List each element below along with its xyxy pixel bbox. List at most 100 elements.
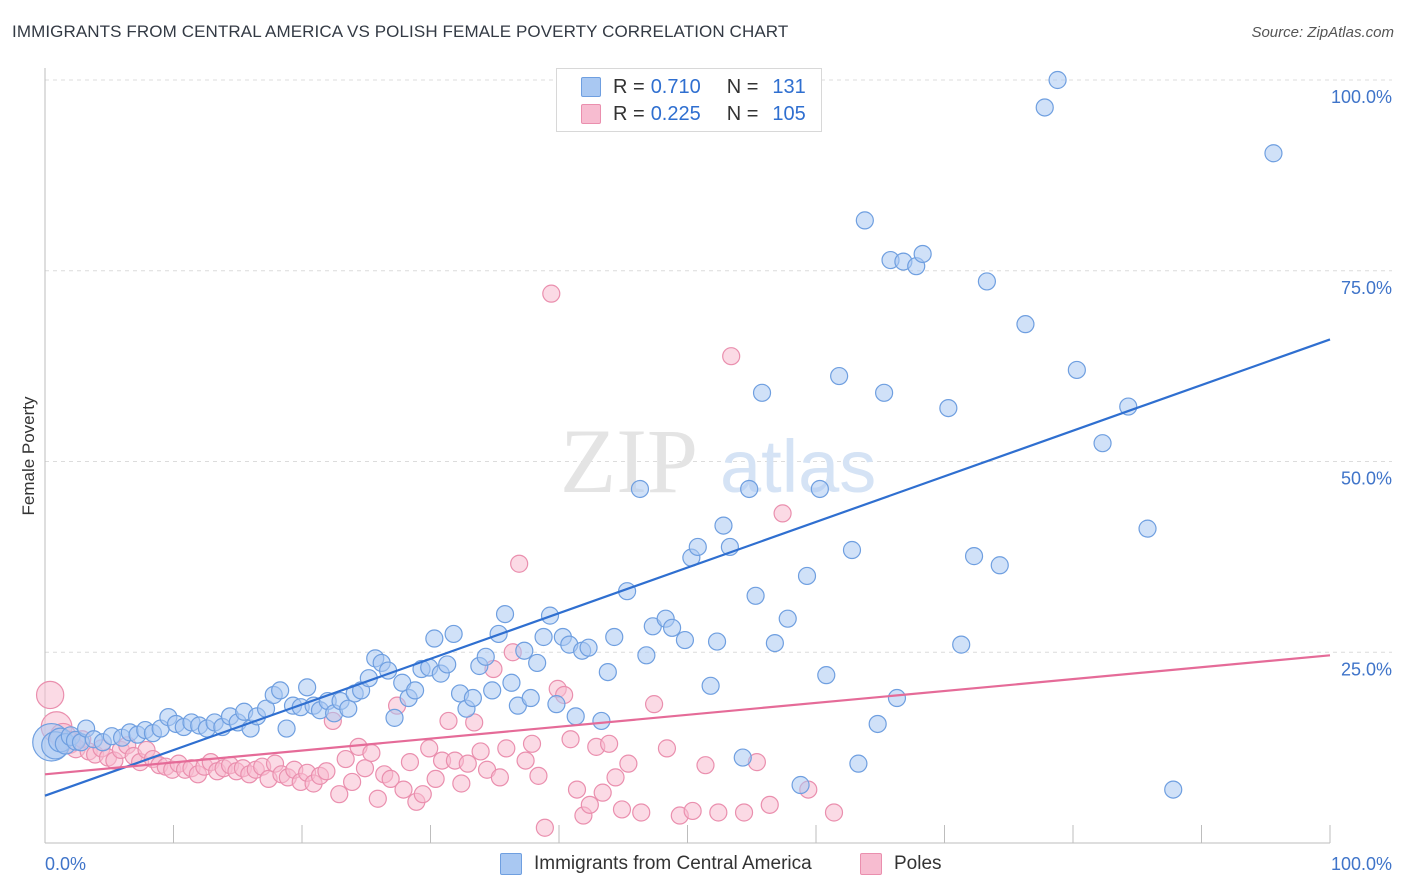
central-america-point — [875, 383, 894, 402]
poles-point — [760, 795, 779, 814]
central-america-point — [1035, 98, 1054, 117]
poles-point — [561, 730, 580, 749]
central-america-point — [502, 673, 521, 692]
poles-point — [542, 284, 561, 303]
bottom-legend-swatch-blue — [500, 853, 522, 875]
poles-point — [510, 554, 529, 573]
poles-point — [657, 739, 677, 758]
central-america-point — [1264, 144, 1283, 163]
poles-point — [644, 695, 664, 714]
central-america-point — [444, 624, 463, 644]
central-america-point — [740, 479, 759, 499]
central-america-trend-line — [44, 338, 1331, 797]
poles-point — [362, 743, 381, 763]
central-america-point — [566, 707, 585, 726]
central-america-point — [277, 719, 296, 738]
central-america-point — [605, 627, 624, 647]
central-america-point — [534, 627, 553, 647]
watermark-zip: ZIP — [560, 410, 698, 512]
central-america-point — [339, 699, 358, 718]
central-america-point — [1093, 434, 1112, 453]
x-tick-label: 0.0% — [45, 854, 86, 874]
central-america-point — [630, 479, 650, 499]
central-america-point — [887, 688, 907, 708]
poles-point — [619, 754, 638, 773]
central-america-point — [817, 666, 836, 685]
poles-point — [516, 751, 535, 770]
legend-swatch-blue — [581, 77, 601, 97]
legend-row-poles: R = 0.225 N = 105 — [581, 101, 806, 127]
central-america-point — [913, 244, 932, 264]
central-america-point — [495, 604, 515, 624]
poles-point — [317, 762, 336, 781]
central-america-point — [528, 653, 547, 673]
central-america-point — [662, 618, 682, 637]
central-america-point — [707, 632, 727, 651]
legend-r-value: 0.710 — [650, 75, 701, 98]
poles-point — [355, 759, 375, 778]
bottom-legend-label-central-america: Immigrants from Central America — [534, 853, 812, 874]
poles-point — [400, 753, 420, 772]
poles-point — [773, 504, 792, 523]
central-america-point — [688, 537, 707, 557]
central-america-point — [547, 695, 566, 714]
legend-swatch-pink — [581, 104, 601, 124]
poles-point — [35, 680, 65, 710]
chart-title: IMMIGRANTS FROM CENTRAL AMERICA VS POLIS… — [12, 22, 789, 41]
legend-row-central-america: R = 0.710 N = 131 — [581, 74, 806, 100]
central-america-point — [476, 647, 495, 666]
central-america-point — [1138, 519, 1157, 538]
central-america-point — [1067, 360, 1086, 380]
poles-point — [824, 803, 844, 822]
central-america-point — [714, 516, 733, 535]
bottom-legend-poles: Poles — [860, 852, 942, 876]
y-axis-label: Female Poverty — [19, 396, 38, 516]
central-america-point — [797, 566, 817, 586]
central-america-point — [405, 681, 425, 700]
poles-point — [381, 769, 400, 789]
correlation-legend: R = 0.710 N = 131 R = 0.225 N = 105 — [556, 68, 822, 132]
central-america-point — [939, 398, 958, 418]
central-america-point — [1016, 315, 1035, 334]
central-america-point — [810, 479, 829, 499]
poles-point — [522, 734, 542, 753]
poles-point — [535, 818, 554, 837]
central-america-point — [483, 681, 502, 700]
poles-point — [336, 749, 355, 769]
central-america-point — [855, 211, 874, 230]
legend-n-label: N = — [726, 75, 759, 98]
central-america-point — [746, 586, 765, 605]
central-america-point — [425, 629, 444, 648]
bottom-legend-swatch-pink — [860, 853, 882, 875]
bottom-legend-central-america: Immigrants from Central America — [500, 852, 812, 876]
poles-points — [35, 284, 844, 837]
y-tick-label: 75.0% — [1341, 278, 1392, 298]
central-america-points — [32, 70, 1283, 799]
poles-point — [471, 742, 490, 761]
poles-point — [612, 800, 632, 819]
y-tick-label: 100.0% — [1331, 87, 1392, 107]
central-america-point — [752, 383, 772, 402]
central-america-point — [298, 678, 317, 697]
legend-n-value: 105 — [772, 102, 806, 125]
central-america-point — [675, 630, 695, 650]
poles-point — [420, 739, 439, 758]
poles-point — [465, 713, 484, 732]
poles-point — [580, 795, 599, 814]
central-america-point — [521, 688, 540, 708]
legend-r-label: R = — [613, 102, 645, 125]
central-america-point — [765, 633, 784, 653]
central-america-point — [515, 641, 534, 660]
central-america-point — [385, 708, 404, 727]
poles-point — [413, 785, 432, 804]
poles-point — [606, 768, 625, 787]
poles-point — [734, 803, 754, 822]
central-america-point — [701, 676, 720, 695]
axes — [44, 68, 1331, 844]
central-america-point — [842, 540, 862, 560]
legend-r-label: R = — [613, 75, 645, 98]
legend-n-value: 131 — [772, 75, 806, 98]
central-america-point — [964, 547, 984, 566]
central-america-point — [868, 714, 887, 734]
central-america-point — [598, 662, 617, 682]
